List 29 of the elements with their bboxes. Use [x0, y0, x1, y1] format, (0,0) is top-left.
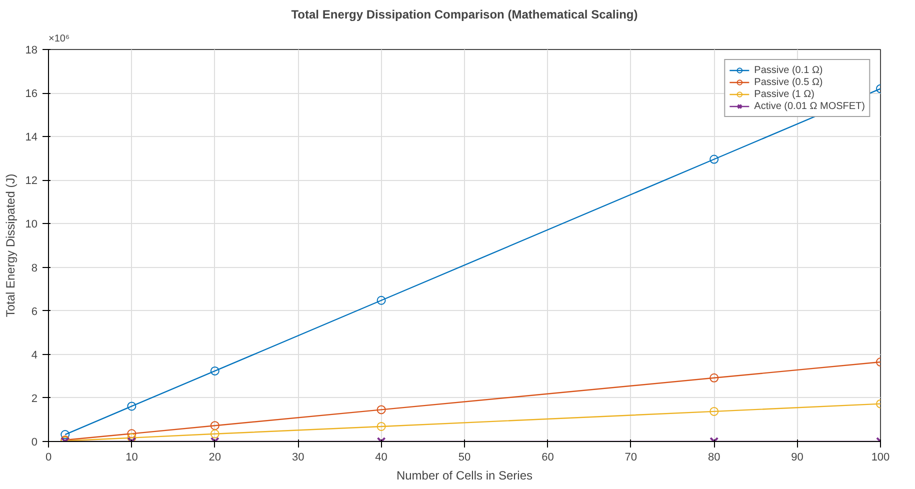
x-tick-label: 70 — [624, 452, 638, 464]
y-tick-label: 10 — [25, 218, 38, 231]
chart-title: Total Energy Dissipation Comparison (Mathematical Scaling) — [291, 8, 638, 22]
y-tick-label: 12 — [25, 175, 38, 188]
x-tick-label: 80 — [708, 452, 720, 464]
y-axis-title: Total Energy Dissipated (J) — [3, 174, 18, 318]
legend-label: Active (0.01 Ω MOSFET) — [754, 100, 865, 112]
x-tick-label: 40 — [375, 452, 388, 464]
x-tick-label: 50 — [458, 452, 471, 464]
y-tick-label: 6 — [31, 306, 38, 318]
x-tick-label: 100 — [871, 452, 890, 464]
y-tick-label: 2 — [31, 392, 38, 405]
y-tick-label: 16 — [25, 88, 38, 100]
x-tick-label: 0 — [45, 452, 52, 464]
y-tick-label: 4 — [31, 349, 38, 362]
y-tick-label: 0 — [31, 436, 38, 448]
x-tick-label: 90 — [791, 452, 804, 464]
legend-label: Passive (0.5 Ω) — [754, 76, 823, 88]
y-tick-label: 8 — [31, 262, 38, 274]
x-tick-label: 30 — [292, 452, 304, 464]
legend-label: Passive (1 Ω) — [754, 88, 814, 100]
x-tick-label: 10 — [126, 452, 138, 464]
text: ×10⁶ — [48, 34, 70, 44]
x-tick-label: 60 — [542, 452, 554, 464]
y-tick-label: 18 — [25, 44, 38, 56]
y-tick-label: 14 — [25, 132, 38, 144]
x-tick-label: 20 — [208, 452, 222, 464]
x-axis-title: Number of Cells in Series — [396, 468, 533, 482]
legend-label: Passive (0.1 Ω) — [754, 64, 823, 76]
